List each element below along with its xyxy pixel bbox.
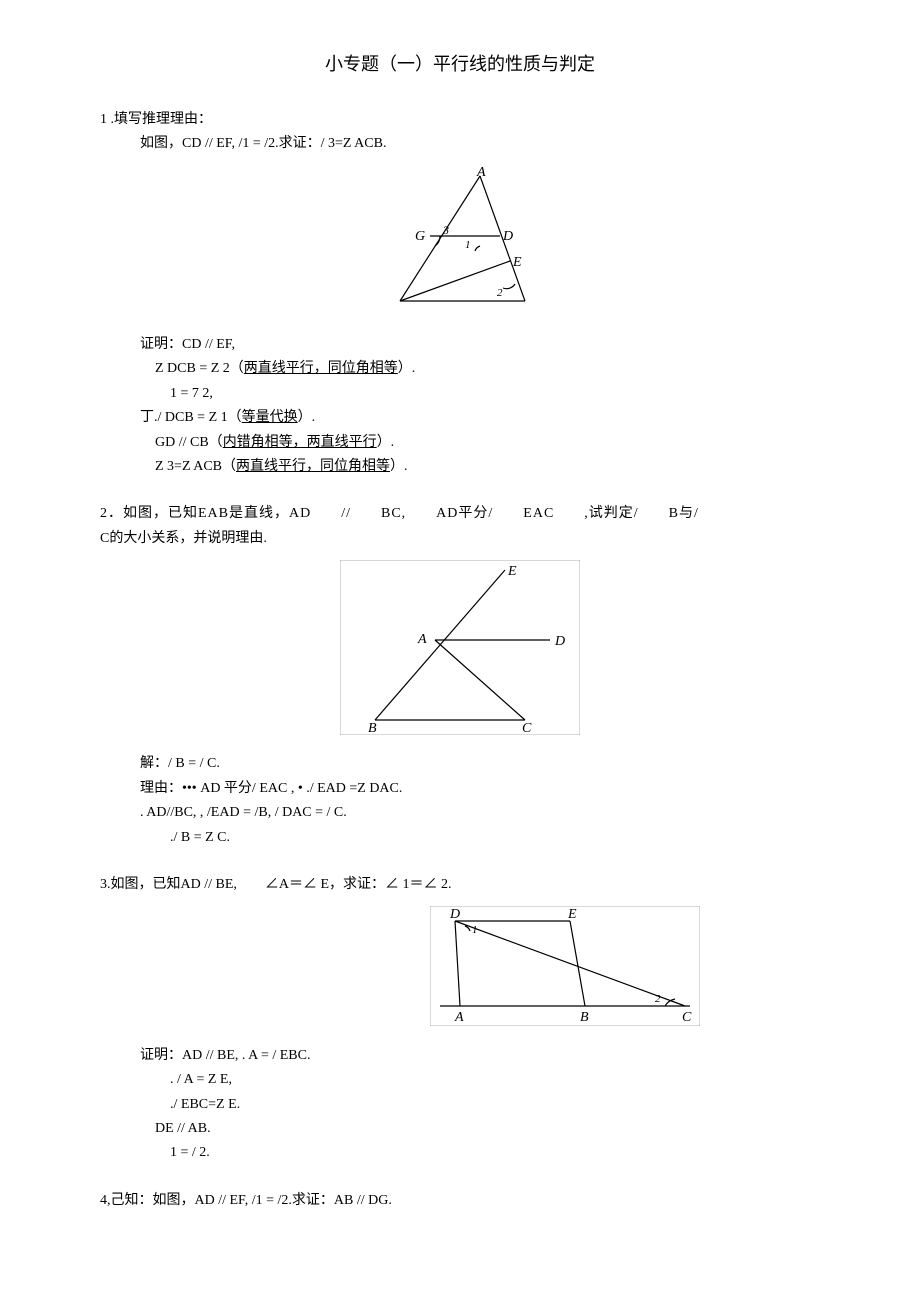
label-E3: E: [567, 907, 577, 922]
proof3-label: 证明：AD // BE, . A = / EBC.: [100, 1045, 820, 1067]
problem-1: 1 .填写推理理由： 如图，CD // EF, /1 = /2.求证：/ 3=Z…: [100, 109, 820, 479]
proof-line-3: 丁./ DCB = Z 1（等量代换）.: [100, 407, 820, 429]
label-angle2: 2: [655, 993, 661, 1005]
proof-line-4: GD // CB（内错角相等，两直线平行）.: [100, 432, 820, 454]
problem-1-given: 如图，CD // EF, /1 = /2.求证：/ 3=Z ACB.: [100, 133, 820, 155]
label-C2: C: [522, 721, 532, 735]
problem-1-number: 1 .填写推理理由：: [100, 109, 820, 131]
figure-1: A G D E 3 1 2: [100, 166, 820, 324]
label-3: 3: [442, 223, 449, 237]
label-A3: A: [454, 1010, 464, 1025]
proof3-line-1: . / A = Z E,: [100, 1069, 820, 1091]
problem-3: 3.如图，已知AD // BE, ∠A＝∠ E，求证：∠ 1＝∠ 2.: [100, 874, 820, 1165]
label-A: A: [476, 166, 486, 180]
label-D2: D: [554, 634, 565, 649]
sol-line-3: ./ B = Z C.: [100, 827, 820, 849]
proof-line-1: Z DCB = Z 2（两直线平行，同位角相等）.: [100, 358, 820, 380]
figure-2: E A D B C: [100, 560, 820, 743]
problem-2: 2．如图，已知EAB是直线，AD // BC, AD平分/ EAC ,试判定/ …: [100, 503, 820, 849]
sol-line-1: 理由：••• AD 平分/ EAC , • ./ EAD =Z DAC.: [100, 778, 820, 800]
label-angle1: 1: [472, 924, 478, 936]
label-E: E: [512, 255, 522, 270]
problem-2-number: 2．如图，已知EAB是直线，AD // BC, AD平分/ EAC ,试判定/ …: [100, 503, 820, 525]
proof3-line-4: 1 = / 2.: [100, 1142, 820, 1164]
page-title: 小专题（一）平行线的性质与判定: [100, 50, 820, 79]
label-C3: C: [682, 1010, 692, 1025]
label-D: D: [502, 229, 513, 244]
label-D3: D: [449, 907, 460, 922]
proof3-line-2: ./ EBC=Z E.: [100, 1094, 820, 1116]
figure-3: D E A B C 1 2: [100, 906, 820, 1034]
label-E2: E: [507, 564, 517, 579]
label-A2: A: [417, 632, 427, 647]
problem-3-number: 3.如图，已知AD // BE, ∠A＝∠ E，求证：∠ 1＝∠ 2.: [100, 874, 820, 896]
proof-line-2: 1 = 7 2,: [100, 383, 820, 405]
label-1: 1: [465, 239, 471, 251]
sol-line-2: . AD//BC, , /EAD = /B, / DAC = / C.: [100, 802, 820, 824]
label-G: G: [415, 229, 425, 244]
label-2: 2: [497, 287, 503, 299]
sol-label: 解：/ B = / C.: [100, 753, 820, 775]
problem-4-number: 4,己知：如图，AD // EF, /1 = /2.求证：AB // DG.: [100, 1190, 820, 1212]
proof-line-5: Z 3=Z ACB（两直线平行，同位角相等）.: [100, 456, 820, 478]
problem-4: 4,己知：如图，AD // EF, /1 = /2.求证：AB // DG.: [100, 1190, 820, 1212]
label-B2: B: [368, 721, 377, 735]
problem-2-cont: C的大小关系，并说明理由.: [100, 528, 820, 550]
proof3-line-3: DE // AB.: [100, 1118, 820, 1140]
label-B3: B: [580, 1010, 589, 1025]
proof-label: 证明：CD // EF,: [100, 334, 820, 356]
